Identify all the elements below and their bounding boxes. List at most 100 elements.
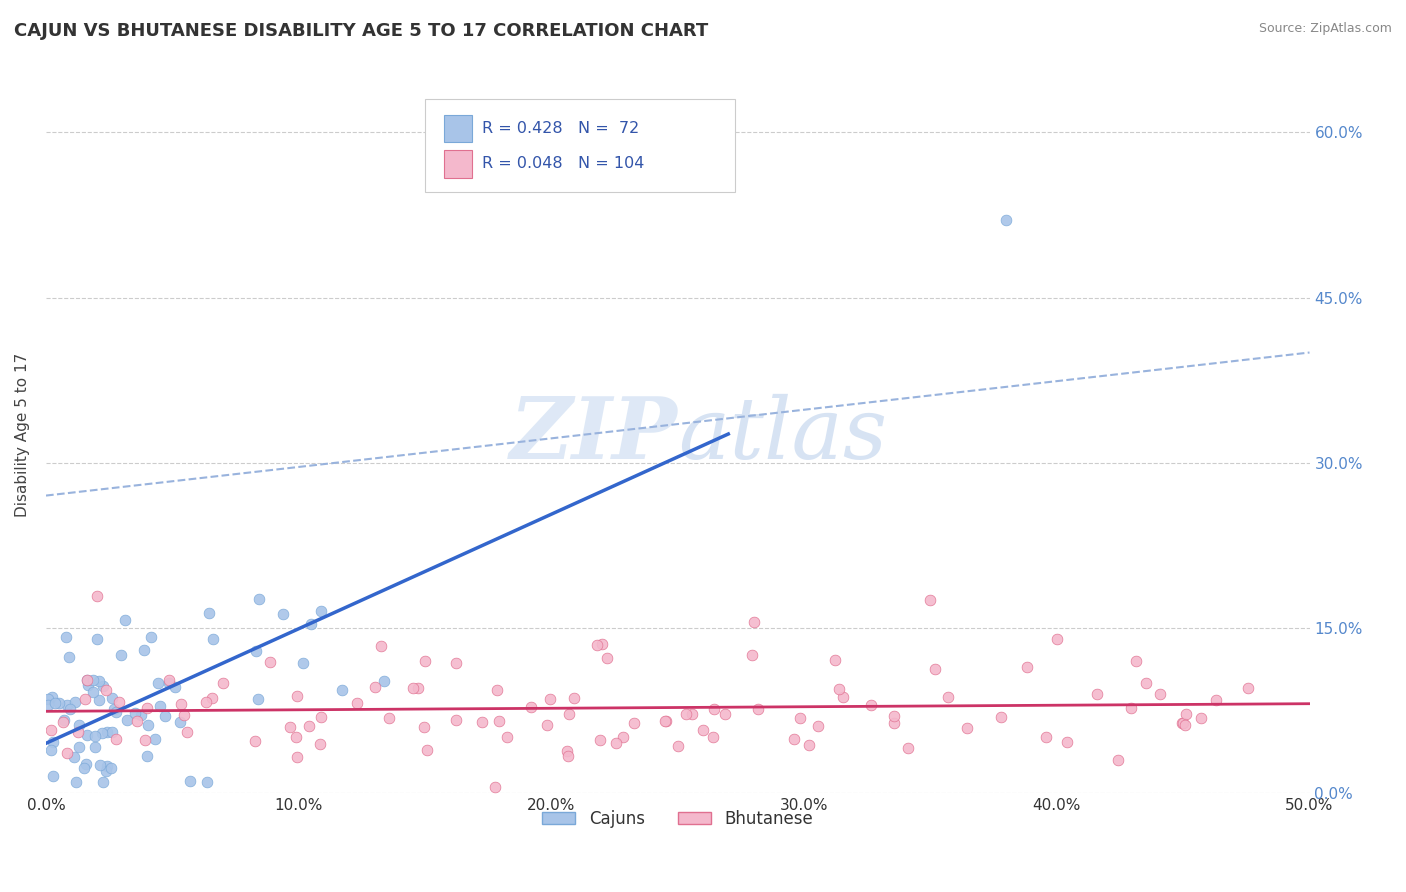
Point	[100, 725, 122, 739]
Point	[179, 774, 201, 789]
Point	[538, 691, 561, 706]
Point	[82, 673, 104, 687]
Point	[612, 731, 634, 745]
Point	[364, 680, 387, 694]
Point	[94, 764, 117, 778]
Point	[48, 696, 70, 710]
Point	[198, 606, 221, 620]
Point	[65, 774, 87, 789]
Point	[86, 590, 108, 604]
Point	[586, 638, 609, 652]
Point	[484, 780, 506, 794]
Point	[176, 725, 198, 739]
Point	[346, 696, 368, 710]
Point	[285, 750, 308, 764]
Point	[831, 690, 853, 705]
Point	[100, 691, 122, 706]
Point	[654, 714, 676, 728]
Point	[56, 746, 79, 760]
Point	[136, 701, 159, 715]
Point	[169, 715, 191, 730]
Point	[105, 705, 128, 719]
Point	[1125, 654, 1147, 668]
Point	[1149, 687, 1171, 701]
Point	[605, 736, 627, 750]
Text: CAJUN VS BHUTANESE DISABILITY AGE 5 TO 17 CORRELATION CHART: CAJUN VS BHUTANESE DISABILITY AGE 5 TO 1…	[14, 22, 709, 40]
Point	[883, 716, 905, 731]
Point	[73, 691, 96, 706]
Point	[557, 744, 579, 758]
Point	[692, 723, 714, 737]
Point	[995, 213, 1018, 227]
Point	[84, 729, 107, 743]
Point	[1087, 687, 1109, 701]
Point	[702, 731, 724, 745]
Point	[37, 692, 59, 706]
Point	[149, 698, 172, 713]
Point	[415, 743, 437, 757]
Point	[63, 695, 86, 709]
Point	[299, 616, 322, 631]
Point	[897, 741, 920, 756]
Point	[714, 706, 737, 721]
Legend: Cajuns, Bhutanese: Cajuns, Bhutanese	[536, 803, 820, 834]
Point	[309, 709, 332, 723]
Point	[56, 698, 79, 712]
Point	[520, 700, 543, 714]
Point	[243, 734, 266, 748]
Point	[135, 749, 157, 764]
Point	[86, 632, 108, 646]
Point	[309, 737, 332, 751]
Point	[148, 675, 170, 690]
Point	[96, 724, 118, 739]
Point	[471, 715, 494, 730]
Point	[100, 761, 122, 775]
Point	[157, 673, 180, 688]
Point	[1035, 730, 1057, 744]
FancyBboxPatch shape	[425, 99, 734, 192]
Point	[596, 651, 619, 665]
Point	[703, 702, 725, 716]
Point	[37, 698, 59, 712]
Point	[860, 698, 883, 713]
Point	[52, 713, 75, 727]
Point	[103, 702, 125, 716]
Point	[115, 713, 138, 727]
Point	[143, 731, 166, 746]
Point	[134, 733, 156, 747]
Point	[488, 714, 510, 728]
Point	[155, 708, 177, 723]
Y-axis label: Disability Age 5 to 17: Disability Age 5 to 17	[15, 353, 30, 517]
Point	[173, 708, 195, 723]
Point	[588, 733, 610, 747]
Point	[44, 696, 66, 710]
Text: ZIP: ZIP	[510, 393, 678, 477]
Point	[195, 774, 218, 789]
Point	[681, 706, 703, 721]
Point	[655, 714, 678, 729]
Point	[623, 716, 645, 731]
Point	[444, 657, 467, 671]
Point	[1135, 675, 1157, 690]
Point	[83, 740, 105, 755]
Point	[1107, 753, 1129, 767]
Point	[824, 653, 846, 667]
Point	[591, 637, 613, 651]
Point	[259, 656, 281, 670]
Point	[195, 695, 218, 709]
Point	[141, 630, 163, 644]
Point	[107, 695, 129, 709]
Point	[271, 607, 294, 621]
Point	[924, 662, 946, 676]
Point	[67, 725, 90, 739]
Point	[169, 697, 191, 711]
Text: Source: ZipAtlas.com: Source: ZipAtlas.com	[1258, 22, 1392, 36]
Point	[90, 726, 112, 740]
Point	[76, 729, 98, 743]
Point	[96, 759, 118, 773]
Bar	[444, 115, 472, 142]
Bar	[444, 151, 472, 178]
Point	[284, 730, 307, 744]
Point	[412, 720, 434, 734]
Point	[201, 691, 224, 706]
